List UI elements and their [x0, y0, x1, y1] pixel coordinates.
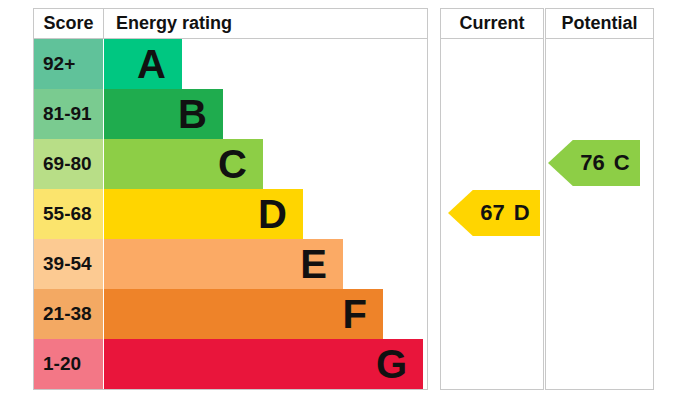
potential-rating-letter: C	[614, 152, 630, 174]
rating-bar: C	[104, 139, 263, 189]
rating-bar: E	[104, 239, 343, 289]
rating-band-row: 69-80 C	[34, 139, 427, 189]
rating-band-letter: A	[137, 44, 166, 84]
rating-band-row: 81-91 B	[34, 89, 427, 139]
rating-bar: D	[104, 189, 303, 239]
score-range-label: 1-20	[43, 353, 81, 375]
rating-band-letter: B	[178, 94, 207, 134]
score-column-header: Score	[34, 9, 104, 38]
rating-band-letter: F	[343, 294, 367, 334]
score-range-label: 81-91	[43, 103, 92, 125]
rating-bar: B	[104, 89, 223, 139]
rating-table-header: Score Energy rating	[34, 9, 427, 39]
score-range-label: 21-38	[43, 303, 92, 325]
current-score-value: 67	[480, 202, 504, 224]
rating-band-letter: E	[300, 244, 327, 284]
rating-band-letter: C	[218, 144, 247, 184]
score-range-cell: 55-68	[34, 189, 104, 239]
rating-band-row: 92+ A	[34, 39, 427, 89]
rating-band-row: 55-68 D	[34, 189, 427, 239]
rating-bar: A	[104, 39, 182, 89]
score-range-label: 69-80	[43, 153, 92, 175]
current-column-header: Current	[441, 9, 543, 39]
rating-bar: G	[104, 339, 423, 389]
rating-band-row: 1-20 G	[34, 339, 427, 389]
rating-band-letter: D	[258, 194, 287, 234]
rating-band-letter: G	[376, 344, 407, 384]
score-range-label: 39-54	[43, 253, 92, 275]
score-range-cell: 1-20	[34, 339, 104, 389]
score-range-cell: 21-38	[34, 289, 104, 339]
score-range-label: 55-68	[43, 203, 92, 225]
rating-bar: F	[104, 289, 383, 339]
current-rating-letter: D	[514, 202, 530, 224]
rating-band-rows: 92+ A 81-91 B 69-80 C 55-68 D 39-54	[34, 39, 427, 389]
score-range-label: 92+	[43, 53, 75, 75]
rating-table: Score Energy rating 92+ A 81-91 B 69-80 …	[33, 8, 428, 390]
score-range-cell: 92+	[34, 39, 104, 89]
potential-column-header: Potential	[546, 9, 653, 39]
epc-rating-chart: Score Energy rating 92+ A 81-91 B 69-80 …	[0, 0, 682, 406]
rating-band-row: 21-38 F	[34, 289, 427, 339]
rating-band-row: 39-54 E	[34, 239, 427, 289]
energy-rating-column-header: Energy rating	[104, 9, 427, 38]
potential-column: Potential	[545, 8, 654, 390]
potential-score-value: 76	[580, 152, 604, 174]
score-range-cell: 81-91	[34, 89, 104, 139]
score-range-cell: 69-80	[34, 139, 104, 189]
score-range-cell: 39-54	[34, 239, 104, 289]
